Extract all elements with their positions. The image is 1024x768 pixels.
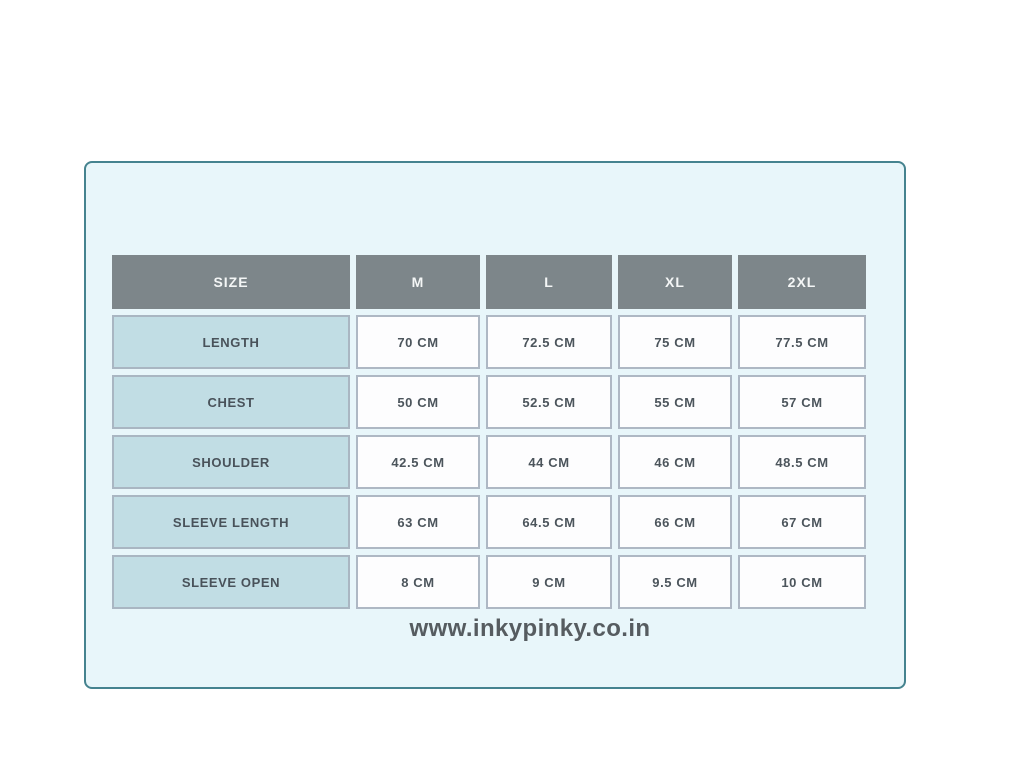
- value-shoulder-2xl: 48.5 CM: [738, 435, 866, 489]
- row-label-length: LENGTH: [112, 315, 350, 369]
- row-label-sleeve-length: SLEEVE LENGTH: [112, 495, 350, 549]
- value-chest-2xl: 57 CM: [738, 375, 866, 429]
- value-chest-l: 52.5 CM: [486, 375, 612, 429]
- value-chest-xl: 55 CM: [618, 375, 732, 429]
- row-label-chest: CHEST: [112, 375, 350, 429]
- value-length-l: 72.5 CM: [486, 315, 612, 369]
- value-sleeve-open-m: 8 CM: [356, 555, 480, 609]
- website-url-text: www.inkypinky.co.in: [409, 615, 651, 642]
- header-cell-size: SIZE: [112, 255, 350, 309]
- value-sleeve-length-xl: 66 CM: [618, 495, 732, 549]
- header-cell-l: L: [486, 255, 612, 309]
- size-chart-card: SIZE M L XL 2XL LENGTH 70 CM 72.5 CM 75 …: [84, 161, 906, 689]
- row-label-shoulder: SHOULDER: [112, 435, 350, 489]
- value-length-2xl: 77.5 CM: [738, 315, 866, 369]
- header-cell-2xl: 2XL: [738, 255, 866, 309]
- value-sleeve-open-xl: 9.5 CM: [618, 555, 732, 609]
- header-cell-xl: XL: [618, 255, 732, 309]
- size-chart-table: SIZE M L XL 2XL LENGTH 70 CM 72.5 CM 75 …: [112, 255, 866, 609]
- value-sleeve-length-l: 64.5 CM: [486, 495, 612, 549]
- value-shoulder-l: 44 CM: [486, 435, 612, 489]
- value-shoulder-xl: 46 CM: [618, 435, 732, 489]
- value-length-xl: 75 CM: [618, 315, 732, 369]
- value-length-m: 70 CM: [356, 315, 480, 369]
- row-label-sleeve-open: SLEEVE OPEN: [112, 555, 350, 609]
- value-shoulder-m: 42.5 CM: [356, 435, 480, 489]
- value-sleeve-length-m: 63 CM: [356, 495, 480, 549]
- value-chest-m: 50 CM: [356, 375, 480, 429]
- value-sleeve-length-2xl: 67 CM: [738, 495, 866, 549]
- value-sleeve-open-l: 9 CM: [486, 555, 612, 609]
- header-cell-m: M: [356, 255, 480, 309]
- value-sleeve-open-2xl: 10 CM: [738, 555, 866, 609]
